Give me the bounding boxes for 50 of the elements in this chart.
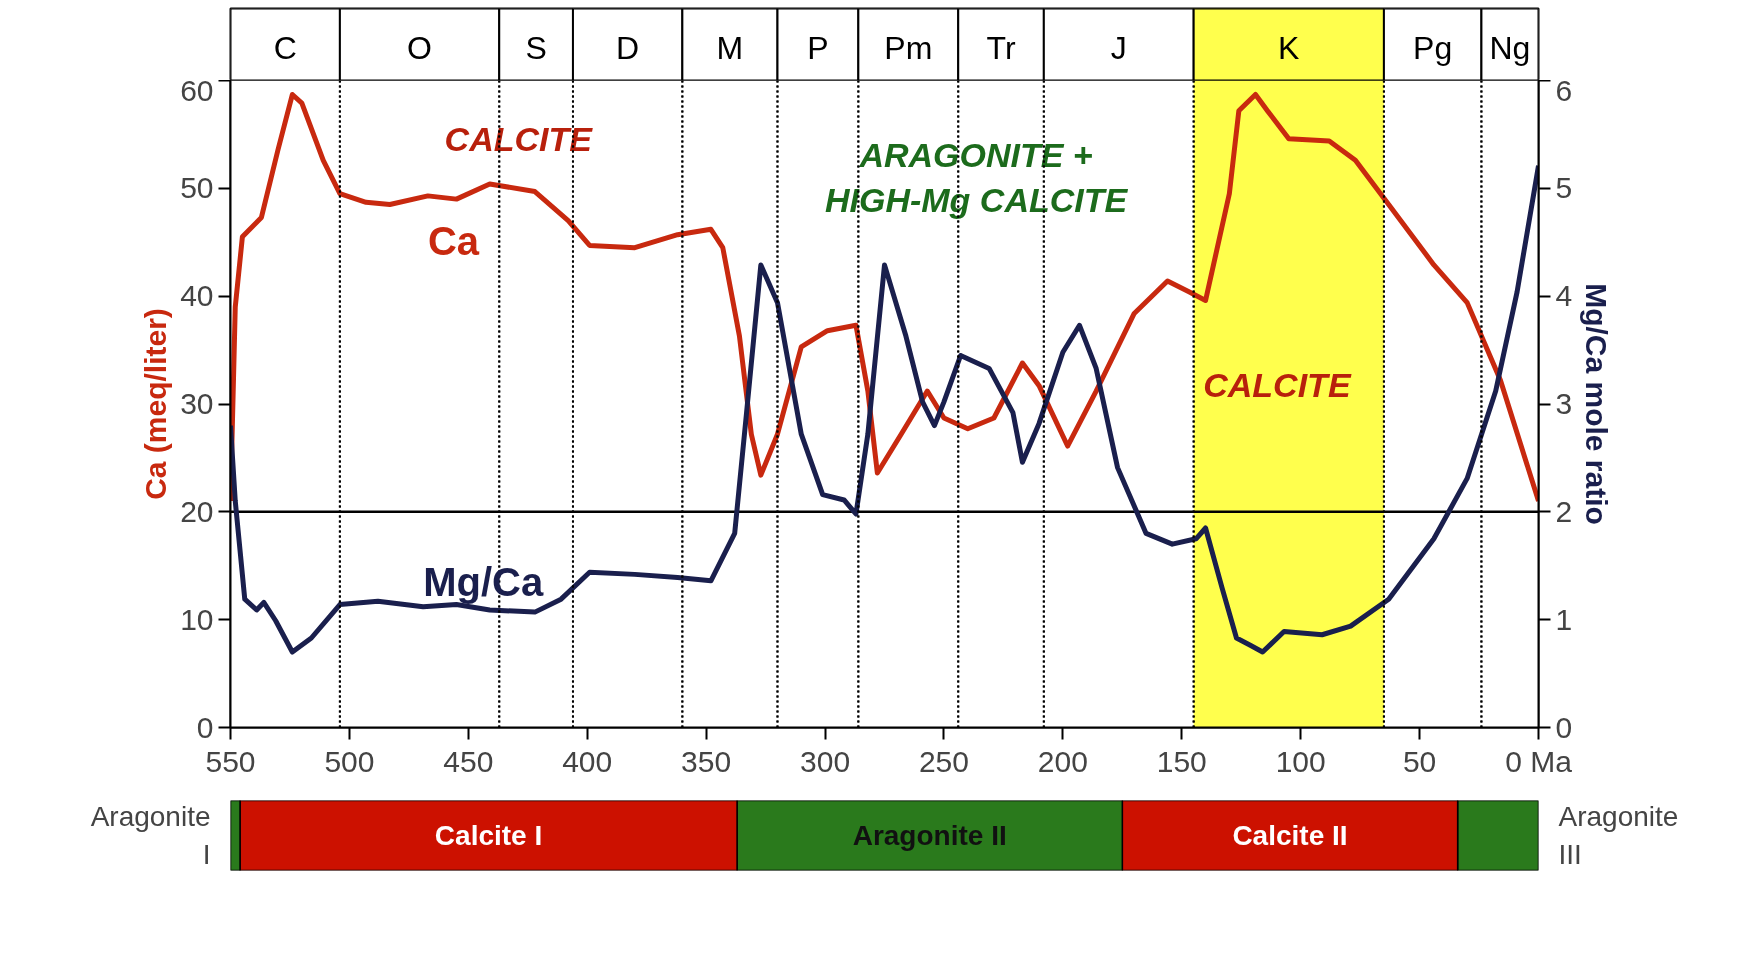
series-label: Calcite I [434, 820, 543, 851]
band-label: Pm [884, 30, 933, 67]
y-tick-label: 0 [196, 710, 214, 744]
y2-tick-label: 6 [1555, 73, 1573, 107]
y-tick-label: 20 [180, 494, 214, 528]
series-label: Mg/Ca [423, 559, 544, 604]
band-label: M [716, 30, 744, 67]
series-label: Calcite II [1232, 820, 1348, 851]
series-label: Ca [427, 218, 480, 263]
annotation: CALCITE [1203, 365, 1352, 404]
x-tick-label: 50 [1402, 744, 1437, 778]
series-label: Aragonite I [90, 801, 211, 870]
y2-tick-label: 2 [1555, 494, 1573, 528]
x-tick-label: 350 [681, 744, 732, 778]
y2-tick-label: 1 [1555, 602, 1573, 636]
x-tick-label: 200 [1037, 744, 1088, 778]
band-label: J [1110, 30, 1127, 67]
x-tick-label: 550 [205, 744, 256, 778]
series-label: Aragonite III [1558, 801, 1679, 870]
x-tick-label: 300 [800, 744, 851, 778]
y2-tick-label: 4 [1555, 279, 1573, 313]
x-tick-label: 400 [562, 744, 613, 778]
x-tick-label: 500 [324, 744, 375, 778]
band-label: K [1278, 30, 1300, 67]
band-label: Ng [1489, 30, 1531, 67]
band-label: S [525, 30, 547, 67]
band-label: P [807, 30, 829, 67]
band-label: O [407, 30, 433, 67]
y-tick-label: 30 [180, 387, 214, 420]
band-label: D [616, 30, 640, 67]
series-label: Aragonite II [852, 820, 1007, 851]
x-tick-label: 0 Ma [1505, 744, 1573, 778]
x-tick-label: 250 [918, 744, 969, 778]
x-tick-label: 450 [443, 744, 494, 778]
y-tick-label: 60 [180, 73, 214, 107]
annotation: ARAGONITE + HIGH-Mg CALCITE [824, 135, 1129, 220]
band-label: C [273, 30, 297, 67]
y-tick-label: 50 [180, 171, 214, 205]
x-tick-label: 100 [1275, 744, 1326, 778]
y2-tick-label: 0 [1555, 710, 1573, 744]
band-label: Tr [986, 30, 1016, 67]
y2-tick-label: 3 [1555, 387, 1573, 420]
y-tick-label: 40 [180, 279, 214, 313]
band-label: Pg [1413, 30, 1453, 67]
y2-axis-title: Mg/Ca mole ratio [1580, 283, 1614, 525]
x-tick-label: 150 [1156, 744, 1207, 778]
y-axis-title: Ca (meq/liter) [139, 308, 173, 500]
annotation: CALCITE [444, 119, 594, 158]
y-tick-label: 10 [180, 602, 214, 636]
y2-tick-label: 5 [1555, 171, 1573, 205]
